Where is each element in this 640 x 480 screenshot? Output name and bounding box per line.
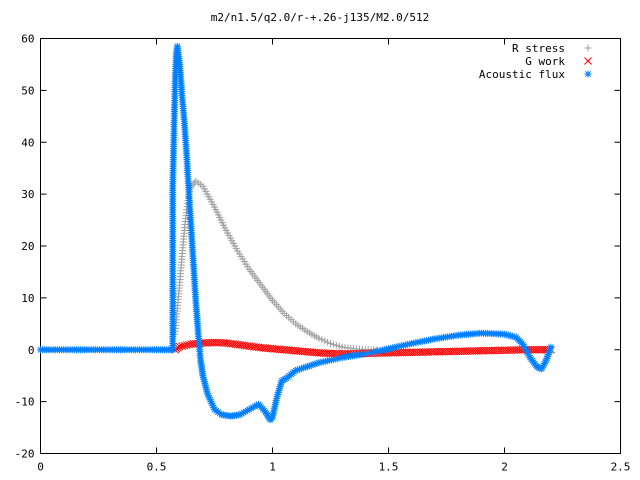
chart-title: m2/n1.5/q2.0/r-+.26-j135/M2.0/512 — [211, 11, 430, 24]
legend-label: R stress — [512, 42, 565, 55]
data-point — [321, 337, 329, 345]
data-point — [175, 342, 184, 351]
data-point — [329, 340, 337, 348]
legend-label: Acoustic flux — [479, 68, 565, 81]
x-tick-label: 0.5 — [147, 461, 167, 474]
data-point — [189, 181, 197, 189]
series-r-stress — [171, 177, 381, 354]
y-tick-label: 0 — [28, 344, 35, 357]
y-tick-label: -20 — [15, 448, 35, 461]
legend-label: G work — [525, 55, 565, 68]
data-point — [335, 342, 343, 350]
data-point — [180, 341, 189, 350]
data-point — [315, 334, 323, 342]
legend-marker — [584, 57, 592, 65]
axis-ticks: 0 0.5 1 1.5 2 2.5 -20 -10 0 10 20 30 40 50 60 — [15, 33, 631, 474]
x-tick-label: 0 — [37, 461, 44, 474]
series-acoustic-flux — [37, 42, 555, 424]
y-tick-label: 10 — [21, 292, 34, 305]
y-tick-label: 50 — [21, 84, 34, 97]
data-point — [327, 340, 334, 348]
data-point — [547, 343, 555, 351]
y-tick-label: 60 — [21, 33, 34, 46]
y-tick-label: 40 — [21, 136, 34, 149]
x-tick-label: 1 — [269, 461, 276, 474]
x-tick-label: 1.5 — [379, 461, 399, 474]
x-tick-label: 2.5 — [611, 461, 631, 474]
data-point — [178, 342, 186, 350]
data-point — [332, 341, 340, 349]
plot-frame — [40, 38, 621, 454]
data-point — [182, 341, 191, 349]
y-tick-label: 30 — [21, 188, 34, 201]
y-tick-label: -10 — [15, 396, 35, 409]
legend-marker — [584, 70, 592, 78]
data-point — [318, 336, 326, 344]
series-layer — [37, 42, 555, 424]
y-tick-label: 20 — [21, 240, 34, 253]
legend-marker — [584, 44, 592, 52]
data-point — [324, 338, 332, 346]
x-tick-label: 2 — [501, 461, 508, 474]
